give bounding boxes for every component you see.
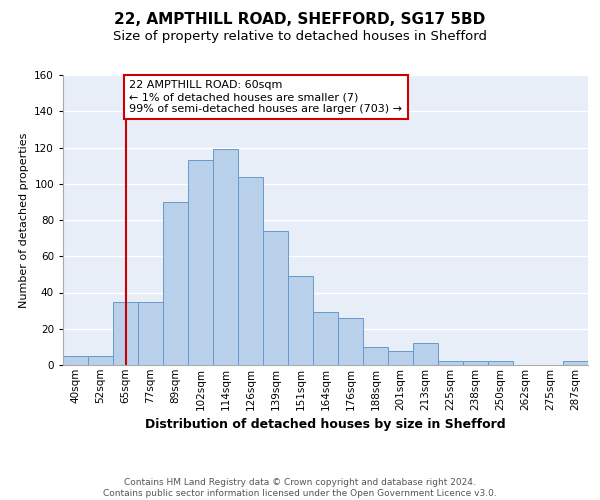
- Bar: [113, 302, 138, 365]
- Bar: [563, 362, 588, 365]
- Bar: [188, 160, 213, 365]
- Bar: [238, 176, 263, 365]
- Text: Size of property relative to detached houses in Shefford: Size of property relative to detached ho…: [113, 30, 487, 43]
- Bar: [413, 343, 438, 365]
- Text: 22 AMPTHILL ROAD: 60sqm
← 1% of detached houses are smaller (7)
99% of semi-deta: 22 AMPTHILL ROAD: 60sqm ← 1% of detached…: [129, 80, 402, 114]
- Y-axis label: Number of detached properties: Number of detached properties: [19, 132, 29, 308]
- Bar: [338, 318, 363, 365]
- X-axis label: Distribution of detached houses by size in Shefford: Distribution of detached houses by size …: [145, 418, 506, 431]
- Bar: [438, 362, 463, 365]
- Bar: [63, 356, 88, 365]
- Bar: [488, 362, 513, 365]
- Bar: [88, 356, 113, 365]
- Bar: [463, 362, 488, 365]
- Bar: [163, 202, 188, 365]
- Text: Contains HM Land Registry data © Crown copyright and database right 2024.
Contai: Contains HM Land Registry data © Crown c…: [103, 478, 497, 498]
- Text: 22, AMPTHILL ROAD, SHEFFORD, SG17 5BD: 22, AMPTHILL ROAD, SHEFFORD, SG17 5BD: [115, 12, 485, 28]
- Bar: [388, 350, 413, 365]
- Bar: [313, 312, 338, 365]
- Bar: [363, 347, 388, 365]
- Bar: [138, 302, 163, 365]
- Bar: [213, 150, 238, 365]
- Bar: [263, 231, 288, 365]
- Bar: [288, 276, 313, 365]
